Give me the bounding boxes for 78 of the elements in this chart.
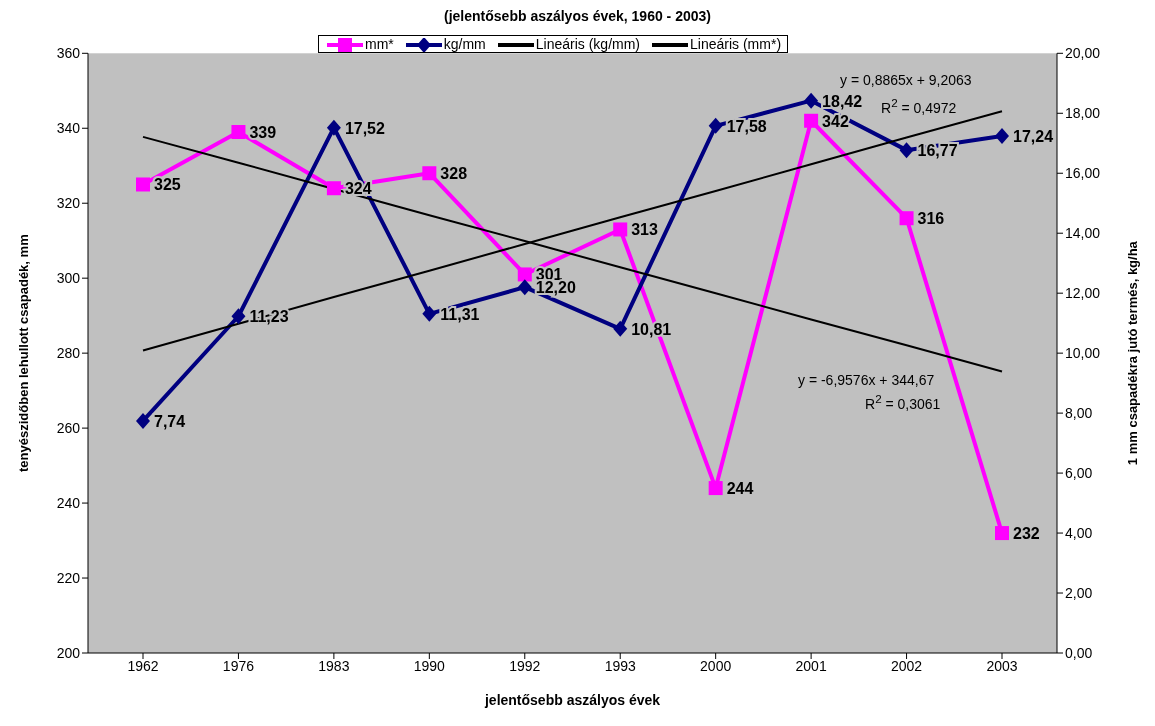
y2-tick-label: 12,00 — [1065, 285, 1101, 302]
chart-title: (jelentősebb aszályos évek, 1960 - 2003) — [443, 8, 712, 24]
data-label: 18,42 — [822, 92, 863, 110]
y2-axis-title: 1 mm csapadékra jutó termés, kg/ha — [1124, 240, 1140, 466]
y-tick-label: 280 — [56, 345, 81, 362]
data-label: 232 — [1013, 525, 1040, 543]
point — [231, 308, 246, 325]
x-axis-title: jelentősebb aszályos évek — [483, 692, 661, 708]
x-tick-label: 1992 — [509, 657, 541, 674]
x-tick-label: 1976 — [222, 657, 255, 674]
point — [326, 119, 341, 136]
annotation: R$^{2}$ = 0,3061 — [865, 392, 941, 412]
x-tick-label: 1983 — [318, 657, 350, 674]
point — [995, 128, 1009, 145]
data-label: 316 — [917, 210, 945, 228]
data-label: 11,31 — [440, 305, 480, 323]
data-label: 7,74 — [154, 412, 186, 430]
y2-tick-label: 4,00 — [1065, 525, 1093, 542]
point — [422, 166, 437, 181]
data-label: 12,20 — [535, 279, 576, 297]
data-label: 342 — [822, 112, 849, 130]
point — [517, 279, 532, 296]
y-tick-label: 300 — [56, 270, 81, 287]
data-label: 325 — [154, 176, 181, 194]
point — [326, 181, 341, 196]
data-label: 17,52 — [344, 119, 386, 137]
point — [708, 117, 723, 134]
y2-tick-label: 20,00 — [1065, 45, 1101, 62]
point — [613, 320, 628, 337]
y2-tick-label: 10,00 — [1065, 345, 1101, 362]
data-label: 17,58 — [726, 117, 767, 135]
annotation: y = 0,8865x + 9,2063 — [840, 72, 972, 88]
point — [422, 305, 437, 322]
data-label: 16,77 — [917, 142, 958, 160]
annotation: y = -6,9576x + 344,67 — [798, 372, 935, 388]
x-tick-label: 2001 — [795, 657, 827, 674]
y2-tick-label: 14,00 — [1065, 225, 1101, 242]
y-axis-title: tenyészidőben lehullott csapadék, mm — [15, 234, 31, 472]
legend-label: Lineáris (mm*) — [689, 36, 782, 53]
data-label: 339 — [249, 124, 277, 142]
point — [899, 142, 914, 159]
point — [804, 113, 819, 128]
y-tick-label: 320 — [56, 195, 81, 212]
data-label: 244 — [726, 480, 754, 498]
point — [899, 211, 914, 226]
data-label: 313 — [631, 221, 659, 239]
x-tick-label: 2000 — [700, 657, 732, 674]
y-tick-label: 340 — [56, 120, 81, 137]
x-tick-label: 2003 — [986, 657, 1018, 674]
y-tick-label: 360 — [56, 45, 81, 62]
y2-tick-label: 18,00 — [1065, 105, 1101, 122]
point — [231, 125, 246, 140]
x-tick-label: 2002 — [890, 657, 923, 674]
y2-tick-label: 0,00 — [1065, 644, 1093, 661]
point — [613, 222, 628, 237]
x-tick-label: 1962 — [127, 657, 159, 674]
point — [708, 481, 723, 496]
legend-label: mm* — [364, 36, 394, 53]
point — [517, 267, 532, 282]
y2-tick-label: 6,00 — [1065, 465, 1093, 482]
data-label: 328 — [440, 165, 468, 183]
y-tick-label: 240 — [56, 495, 81, 512]
y2-tick-label: 16,00 — [1065, 165, 1101, 182]
y-tick-label: 260 — [56, 420, 81, 437]
point — [995, 526, 1009, 541]
y2-tick-label: 8,00 — [1065, 405, 1093, 422]
point — [804, 92, 819, 109]
x-tick-label: 1993 — [604, 657, 636, 674]
point — [136, 412, 150, 429]
y2-tick-label: 2,00 — [1065, 585, 1093, 601]
legend-label: kg/mm — [442, 36, 486, 53]
data-label: 17,24 — [1013, 128, 1054, 146]
legend-label: Lineáris (kg/mm) — [534, 36, 641, 53]
annotation: R$^{2}$ = 0,4972 — [881, 96, 957, 116]
point — [136, 177, 150, 192]
y-tick-label: 200 — [56, 644, 81, 661]
x-tick-label: 1990 — [413, 657, 446, 674]
y-tick-label: 220 — [56, 570, 81, 587]
